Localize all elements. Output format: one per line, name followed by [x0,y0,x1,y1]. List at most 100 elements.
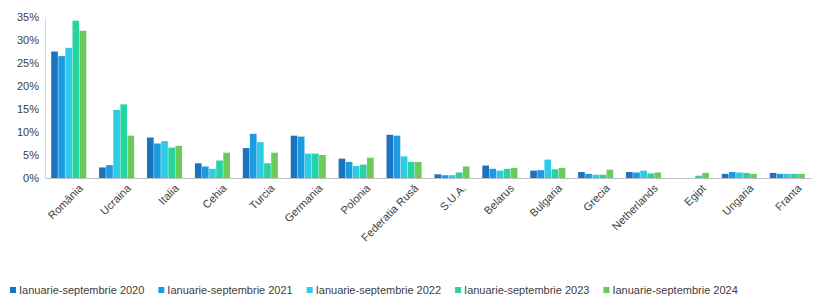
bar [264,163,271,178]
legend: Ianuarie-septembrie 2020 Ianuarie-septemb… [10,284,738,296]
bar [58,56,65,178]
legend-swatch [455,287,461,293]
bar [250,134,257,178]
y-tick-label: 30% [17,34,39,46]
x-tick: Cehia [200,178,229,211]
bar [463,167,470,179]
x-tick: Italia [156,178,182,207]
bar [449,175,456,178]
x-tick: Germania [282,178,325,225]
bar [319,155,326,178]
bar [695,176,702,178]
bar [367,158,374,178]
bar [353,166,360,178]
x-tick: Bulgaria [527,178,565,219]
legend-swatch [158,287,164,293]
bar [791,174,798,178]
y-tick-label: 0% [23,172,39,184]
y-tick-label: 25% [17,57,39,69]
y-tick: 25% [17,57,45,69]
bar [113,110,120,178]
legend-item: Ianuarie-septembrie 2022 [307,284,441,296]
bar [223,153,230,178]
x-tick: Ucraina [98,178,134,217]
x-tick-label: S.U.A. [437,182,468,213]
bar-series [80,31,805,178]
x-tick-label: Cehia [200,181,229,210]
bar [489,169,496,178]
bar [544,160,551,178]
bar [798,174,805,178]
x-tick-label: Franta [773,181,805,213]
bar [743,173,750,178]
x-tick-label: Turcia [247,181,277,211]
y-tick-label: 15% [17,103,39,115]
x-tick-label: Italia [156,181,182,207]
bar [99,167,106,178]
y-axis-line [45,18,46,179]
x-tick: Egipt [682,178,708,208]
y-tick-label: 10% [17,126,39,138]
legend-item: Ianuarie-septembrie 2024 [603,284,737,296]
bar [298,137,305,178]
bar-series [65,48,790,178]
bar [195,163,202,178]
bar [339,159,346,178]
y-tick: 5% [23,149,45,161]
bar [688,178,695,179]
bar [497,171,504,178]
x-tick: Polonia [338,178,373,216]
bar [127,136,134,178]
x-tick-label: Polonia [338,181,373,216]
y-tick: 0% [23,172,45,184]
bar [777,174,784,178]
bar [106,165,113,178]
x-axis-line [46,178,812,179]
bar [674,178,681,179]
bar [168,148,175,178]
bar [415,162,422,178]
bar [552,169,559,178]
bar [291,136,298,178]
bar [175,146,182,178]
bar [599,175,606,178]
bar [647,173,654,178]
legend-item: Ianuarie-septembrie 2023 [455,284,589,296]
bar [784,174,791,178]
bar [72,21,79,178]
bar [271,153,278,178]
bar [147,138,154,178]
bar [722,174,729,178]
bar [537,170,544,178]
bar [408,162,415,178]
x-tick-label: Egipt [682,182,708,208]
legend-label: Ianuarie-septembrie 2020 [19,284,144,296]
x-tick-label: Germania [282,181,325,224]
bar [504,169,511,178]
legend-swatch [10,287,16,293]
bar [530,171,537,178]
legend-label: Ianuarie-septembrie 2022 [316,284,441,296]
x-tick-label: Ungaria [720,181,756,217]
bar [729,172,736,178]
bar [770,173,777,178]
y-tick: 10% [17,126,45,138]
bar [202,167,209,179]
bar [456,172,463,178]
bar-series [51,52,776,179]
bar [511,168,518,178]
bar [154,144,161,179]
bar [51,52,58,179]
x-tick-label: Grecia [581,181,613,213]
x-tick-label: Federatia Rusă [359,181,421,243]
bars [51,21,805,178]
bar [626,172,633,178]
x-tick: Federatia Rusă [359,178,421,244]
x-tick: Netherlands [610,178,661,232]
bar [312,154,319,178]
bar [394,136,401,178]
y-tick: 15% [17,103,45,115]
legend-label: Ianuarie-septembrie 2021 [167,284,292,296]
bar [401,156,408,178]
bar-series [58,56,783,178]
